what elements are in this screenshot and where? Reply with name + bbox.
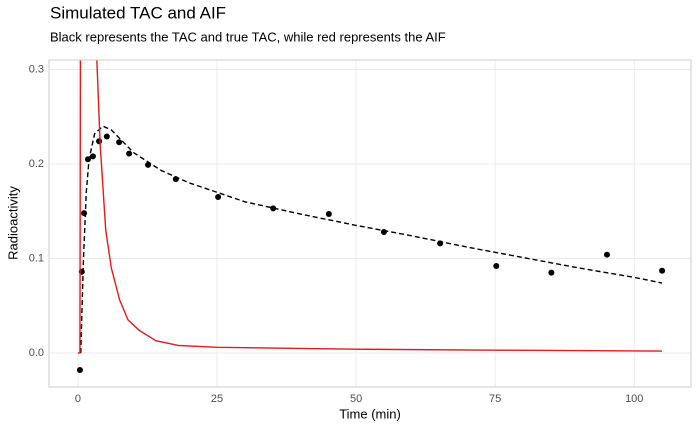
y-tick-label: 0.0 — [29, 347, 44, 359]
chart-subtitle: Black represents the TAC and true TAC, w… — [50, 29, 446, 44]
data-point — [270, 205, 277, 212]
data-point — [103, 133, 110, 140]
y-tick-label: 0.2 — [29, 158, 44, 170]
data-point — [81, 210, 88, 217]
grid — [49, 60, 691, 387]
x-tick-label: 75 — [489, 393, 501, 405]
data-point — [89, 153, 96, 160]
y-axis-label: Radioactivity — [5, 186, 20, 260]
data-point — [215, 194, 222, 201]
x-tick-label: 100 — [625, 393, 643, 405]
plot-data — [76, 60, 666, 373]
panel-border — [48, 59, 692, 388]
data-point — [659, 267, 666, 274]
y-tick-label: 0.3 — [29, 63, 44, 75]
x-tick-label: 0 — [75, 393, 81, 405]
line-series — [80, 125, 663, 353]
data-point — [493, 263, 500, 270]
data-point — [325, 211, 332, 218]
data-point — [548, 269, 555, 276]
data-point — [603, 251, 610, 258]
x-tick-label: 25 — [211, 393, 223, 405]
chart-title: Simulated TAC and AIF — [50, 3, 226, 22]
data-point — [96, 138, 103, 145]
line-series — [77, 60, 663, 354]
x-tick-label: 50 — [350, 393, 362, 405]
x-axis-label: Time (min) — [339, 406, 401, 421]
data-point — [76, 366, 83, 373]
data-point — [116, 139, 123, 146]
y-tick-label: 0.1 — [29, 252, 44, 264]
data-point — [126, 150, 133, 157]
